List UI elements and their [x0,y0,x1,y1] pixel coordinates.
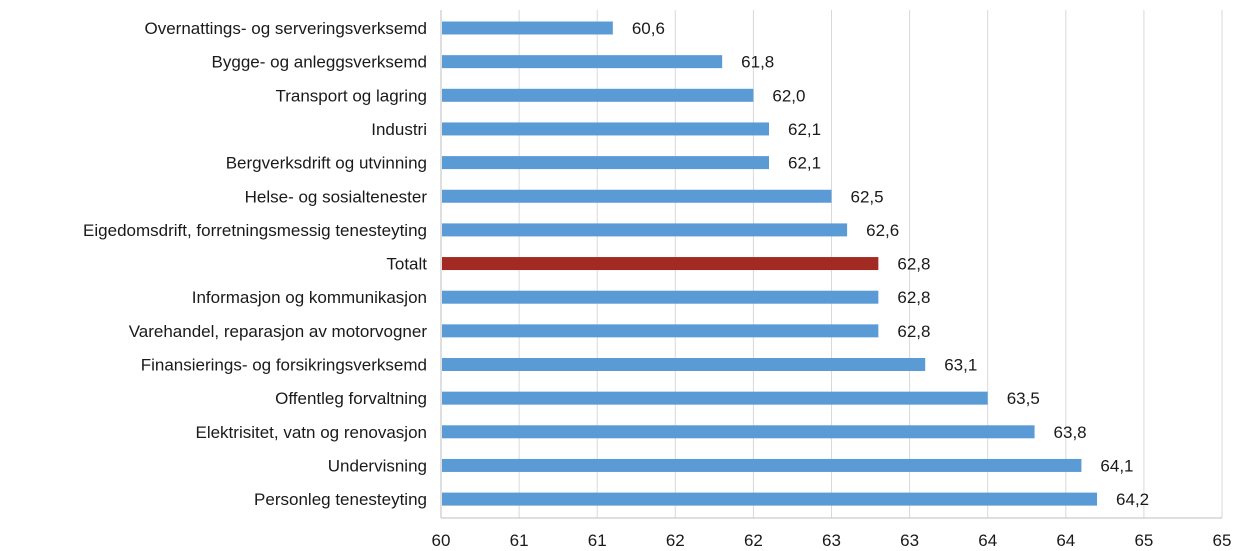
bar [442,223,848,237]
bar [442,156,770,170]
x-tick-label: 63 [822,531,841,550]
x-tick-label: 64 [978,531,997,550]
data-label: 63,5 [1007,389,1040,408]
category-label: Elektrisitet, vatn og renovasjon [195,423,427,442]
data-label: 64,1 [1100,456,1133,475]
data-label: 62,0 [772,86,805,105]
category-label: Varehandel, reparasjon av motorvogner [129,322,428,341]
data-label: 62,6 [866,221,899,240]
x-tick-label: 60 [432,531,451,550]
category-label: Overnattings- og serveringsverksemd [144,19,427,38]
category-label: Bygge- og anleggsverksemd [212,53,427,72]
bar [442,290,879,304]
bar [442,122,770,136]
category-labels: Overnattings- og serveringsverksemd Bygge… [83,19,427,509]
category-label: Eigedomsdrift, forretningsmessig teneste… [83,221,427,240]
data-label: 62,5 [851,187,884,206]
data-label: 60,6 [632,19,665,38]
category-label: Undervisning [328,456,427,475]
bar-total [442,257,879,271]
bar [442,189,832,203]
category-label: Informasjon og kommunikasjon [192,288,427,307]
bars [442,21,1098,506]
bar [442,458,1082,472]
data-label: 62,1 [788,120,821,139]
bar [442,391,988,405]
x-tick-label: 61 [510,531,529,550]
bar [442,21,613,35]
data-label: 62,8 [897,322,930,341]
x-tick-label: 61 [588,531,607,550]
category-label: Bergverksdrift og utvinning [226,154,427,173]
data-label: 62,8 [897,288,930,307]
data-label: 61,8 [741,53,774,72]
category-label: Helse- og sosialtenester [245,187,428,206]
category-label: Industri [371,120,427,139]
bar [442,425,1035,439]
category-label: Personleg tenesteyting [254,490,427,509]
category-label: Totalt [386,255,427,274]
x-tick-label: 62 [666,531,685,550]
bar [442,55,723,69]
bar [442,324,879,338]
data-label: 63,8 [1054,423,1087,442]
x-axis: 60 61 61 62 62 63 63 64 64 65 65 [432,517,1232,550]
data-label: 64,2 [1116,490,1149,509]
data-label: 62,1 [788,154,821,173]
value-labels: 60,6 61,8 62,0 62,1 62,1 62,5 62,6 62,8 62,8 62,8… [632,19,1149,509]
x-tick-label: 65 [1213,531,1232,550]
data-label: 62,8 [897,255,930,274]
x-tick-label: 63 [900,531,919,550]
data-label: 63,1 [944,356,977,375]
x-tick-label: 64 [1056,531,1075,550]
bar [442,358,926,371]
category-label: Offentleg forvaltning [275,389,427,408]
bar [442,88,754,102]
bar [442,492,1098,506]
category-label: Transport og lagring [275,86,427,105]
x-tick-label: 62 [744,531,763,550]
x-tick-label: 65 [1134,531,1153,550]
category-label: Finansierings- og forsikringsverksemd [141,356,427,375]
